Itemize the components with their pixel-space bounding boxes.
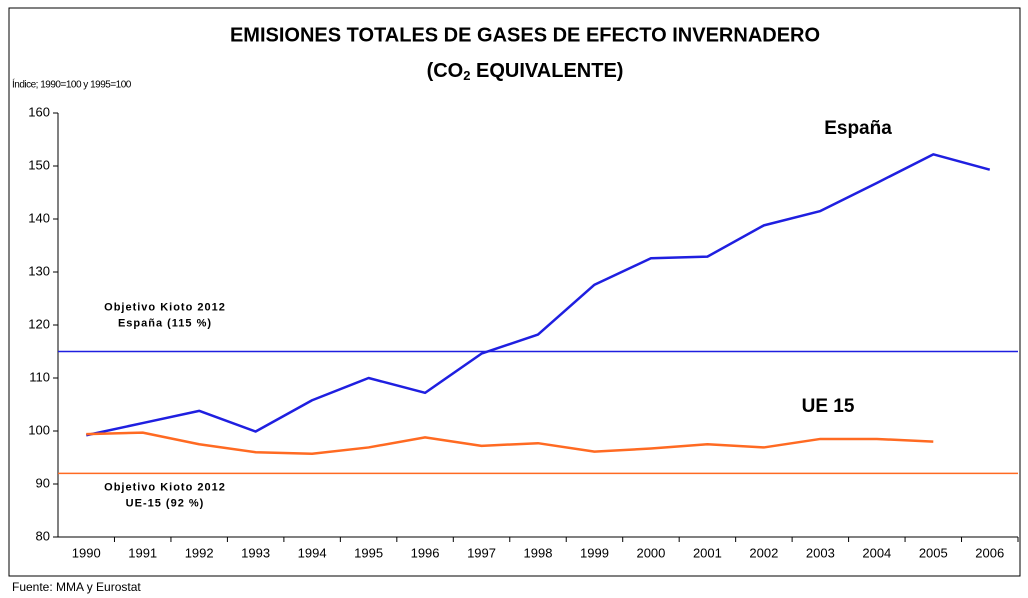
source: Fuente: MMA y Eurostat <box>12 580 141 594</box>
x-tick-label: 1998 <box>524 545 553 560</box>
series-line <box>86 431 934 456</box>
y-tick-label: 130 <box>28 263 50 278</box>
y-tick-label: 100 <box>28 422 50 437</box>
chart-title: EMISIONES TOTALES DE GASES DE EFECTO INV… <box>230 24 820 46</box>
x-tick-label: 1992 <box>185 545 214 560</box>
y-tick-label: 140 <box>28 210 50 225</box>
y-tick-label: 110 <box>29 369 50 384</box>
x-tick-label: 2002 <box>749 545 778 560</box>
x-tick-label: 2005 <box>919 545 948 560</box>
x-tick-label: 1994 <box>298 545 327 560</box>
subtitle-subscript: 2 <box>463 68 470 83</box>
y-tick-label: 90 <box>36 475 50 490</box>
y-tick-label: 120 <box>28 316 50 331</box>
reference-label: Objetivo Kioto 2012 <box>104 301 226 313</box>
x-tick-label: 1991 <box>128 545 157 560</box>
x-tick-label: 1997 <box>467 545 496 560</box>
frame <box>8 7 1021 577</box>
series-line <box>85 153 991 437</box>
y-tick-label: 160 <box>28 104 50 119</box>
reference-label: UE-15 (92 %) <box>126 497 205 509</box>
reference-label: España (115 %) <box>118 317 212 329</box>
y-tick-label: 150 <box>28 157 50 172</box>
y-axis-label: Índice; 1990=100 y 1995=100 <box>12 78 132 91</box>
reference-label: Objetivo Kioto 2012 <box>104 481 226 493</box>
x-tick-label: 2004 <box>862 545 891 560</box>
x-tick-label: 1993 <box>241 545 270 560</box>
subtitle-part: EQUIVALENTE) <box>470 60 623 82</box>
x-tick-label: 2000 <box>636 545 665 560</box>
legend-label: España <box>824 118 892 139</box>
legend-label: UE 15 <box>802 396 855 417</box>
chart-subtitle: (CO2 EQUIVALENTE) <box>427 60 624 83</box>
x-tick-label: 1996 <box>411 545 440 560</box>
x-tick-label: 2001 <box>693 545 722 560</box>
x-tick-label: 1999 <box>580 545 609 560</box>
x-tick-label: 1995 <box>354 545 383 560</box>
subtitle-part: (CO <box>427 60 464 82</box>
x-tick-label: 1990 <box>72 545 101 560</box>
y-tick-label: 80 <box>36 528 50 543</box>
x-tick-label: 2006 <box>975 545 1004 560</box>
x-tick-label: 2003 <box>806 545 835 560</box>
